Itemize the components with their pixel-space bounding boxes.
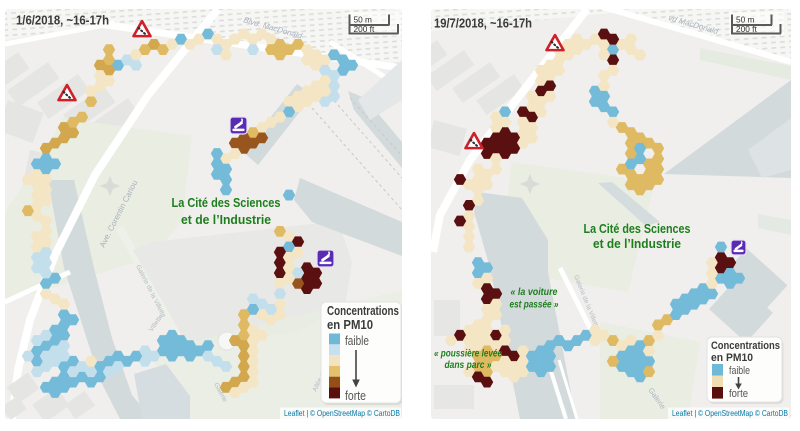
- svg-text:forte: forte: [345, 389, 366, 403]
- svg-text:est passée »: est passée »: [510, 299, 559, 311]
- svg-text:et de l’Industrie: et de l’Industrie: [593, 236, 681, 251]
- svg-text:200 ft: 200 ft: [736, 24, 757, 34]
- svg-text:en PM10: en PM10: [711, 352, 753, 364]
- svg-text:19/7/2018, ~16-17h: 19/7/2018, ~16-17h: [434, 16, 532, 31]
- svg-text:forte: forte: [729, 388, 748, 400]
- svg-text:Concentrations: Concentrations: [711, 340, 780, 352]
- svg-text:200 ft: 200 ft: [354, 24, 375, 34]
- svg-text:et de l’Industrie: et de l’Industrie: [181, 212, 271, 227]
- svg-text:Leaflet | © OpenStreetMap © Ca: Leaflet | © OpenStreetMap © CartoDB: [284, 408, 400, 418]
- svg-text:dans parc »: dans parc »: [445, 359, 492, 371]
- svg-text:en PM10: en PM10: [327, 318, 373, 332]
- svg-text:« la voiture: « la voiture: [511, 286, 558, 298]
- svg-text:Leaflet | © OpenStreetMap © Ca: Leaflet | © OpenStreetMap © CartoDB: [672, 408, 788, 418]
- svg-text:1/6/2018, ~16-17h: 1/6/2018, ~16-17h: [16, 13, 109, 28]
- svg-text:50 m: 50 m: [736, 15, 755, 25]
- svg-text:faible: faible: [729, 365, 750, 377]
- svg-text:faible: faible: [345, 334, 369, 348]
- svg-text:La Cité des Sciences: La Cité des Sciences: [172, 195, 281, 210]
- svg-text:« poussière levée: « poussière levée: [434, 348, 502, 360]
- svg-text:50 m: 50 m: [354, 15, 373, 25]
- svg-text:La Cité des Sciences: La Cité des Sciences: [584, 221, 691, 236]
- svg-text:Concentrations: Concentrations: [327, 304, 399, 318]
